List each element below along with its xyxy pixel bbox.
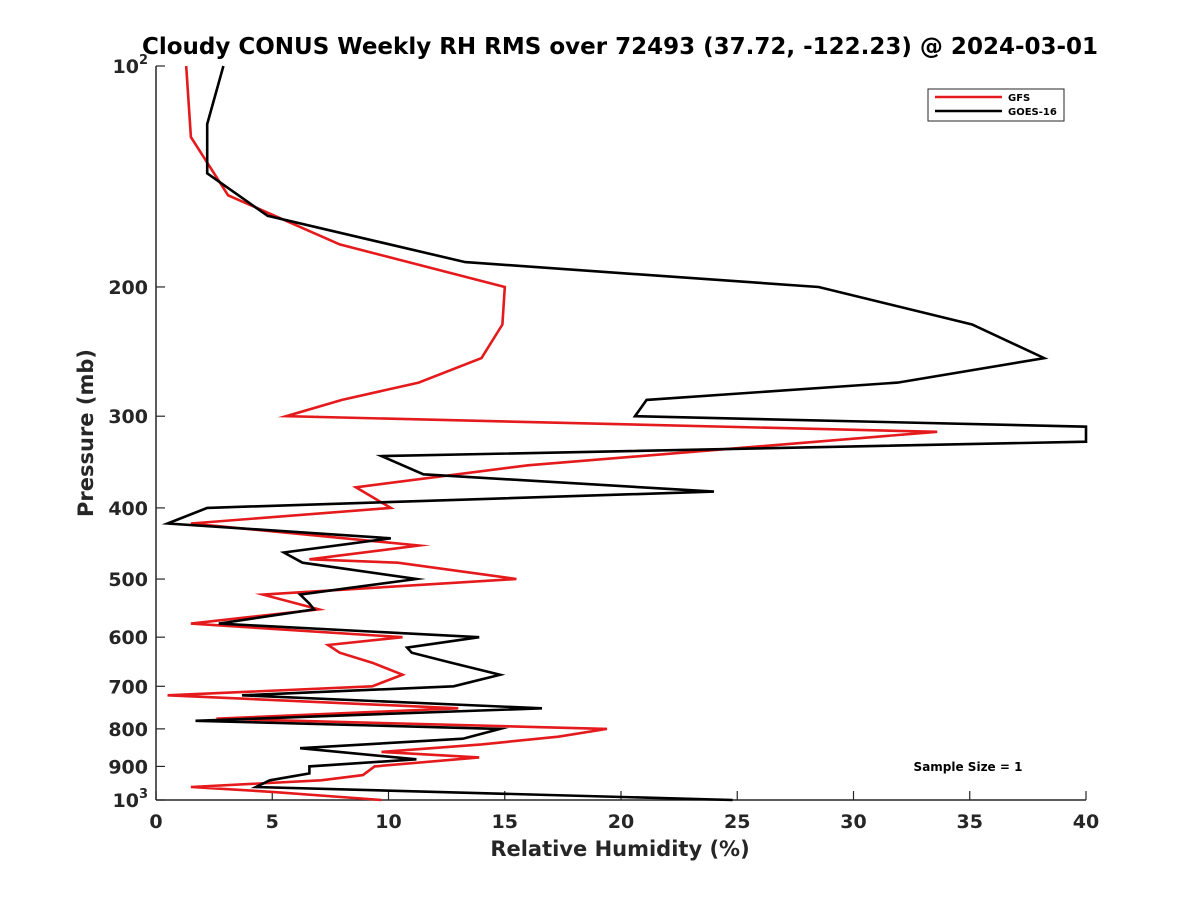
y-axis-label: Pressure (mb) [74, 349, 98, 517]
legend-label-goes16: GOES-16 [1008, 107, 1057, 118]
x-tick-label: 30 [840, 811, 866, 833]
x-tick-label: 20 [608, 811, 634, 833]
y-tick-label: 300 [108, 406, 148, 428]
y-tick-label: 400 [108, 498, 148, 520]
x-axis-label: Relative Humidity (%) [490, 837, 749, 861]
y-tick-label: 102 [113, 53, 149, 78]
y-tick-label: 500 [108, 569, 148, 591]
y-tick-label: 200 [108, 277, 148, 299]
legend-box [927, 88, 1065, 122]
y-tick-label: 800 [108, 719, 148, 741]
x-tick-label: 10 [375, 811, 401, 833]
series-group [161, 65, 1088, 802]
sample-size-annotation: Sample Size = 1 [914, 760, 1023, 774]
y-tick-label: 700 [108, 676, 148, 698]
y-tick-label: 103 [113, 787, 149, 812]
series-line-gfs [167, 65, 938, 802]
chart-title: Cloudy CONUS Weekly RH RMS over 72493 (3… [142, 34, 1098, 60]
y-tick-label: 900 [108, 756, 148, 778]
axes: 0 5 10 15 20 25 30 35 40 102 200 300 400 500 600 700 800… [108, 53, 1099, 833]
x-tick-label: 5 [266, 811, 279, 833]
y-tick-label: 600 [108, 627, 148, 649]
x-tick-label: 15 [492, 811, 518, 833]
x-tick-label: 25 [724, 811, 750, 833]
series-line-goes16 [161, 65, 1088, 802]
x-tick-label: 40 [1073, 811, 1099, 833]
x-tick-label: 0 [149, 811, 162, 833]
legend-label-gfs: GFS [1008, 93, 1030, 104]
legend: GFS GOES-16 [927, 88, 1065, 122]
x-tick-label: 35 [957, 811, 983, 833]
